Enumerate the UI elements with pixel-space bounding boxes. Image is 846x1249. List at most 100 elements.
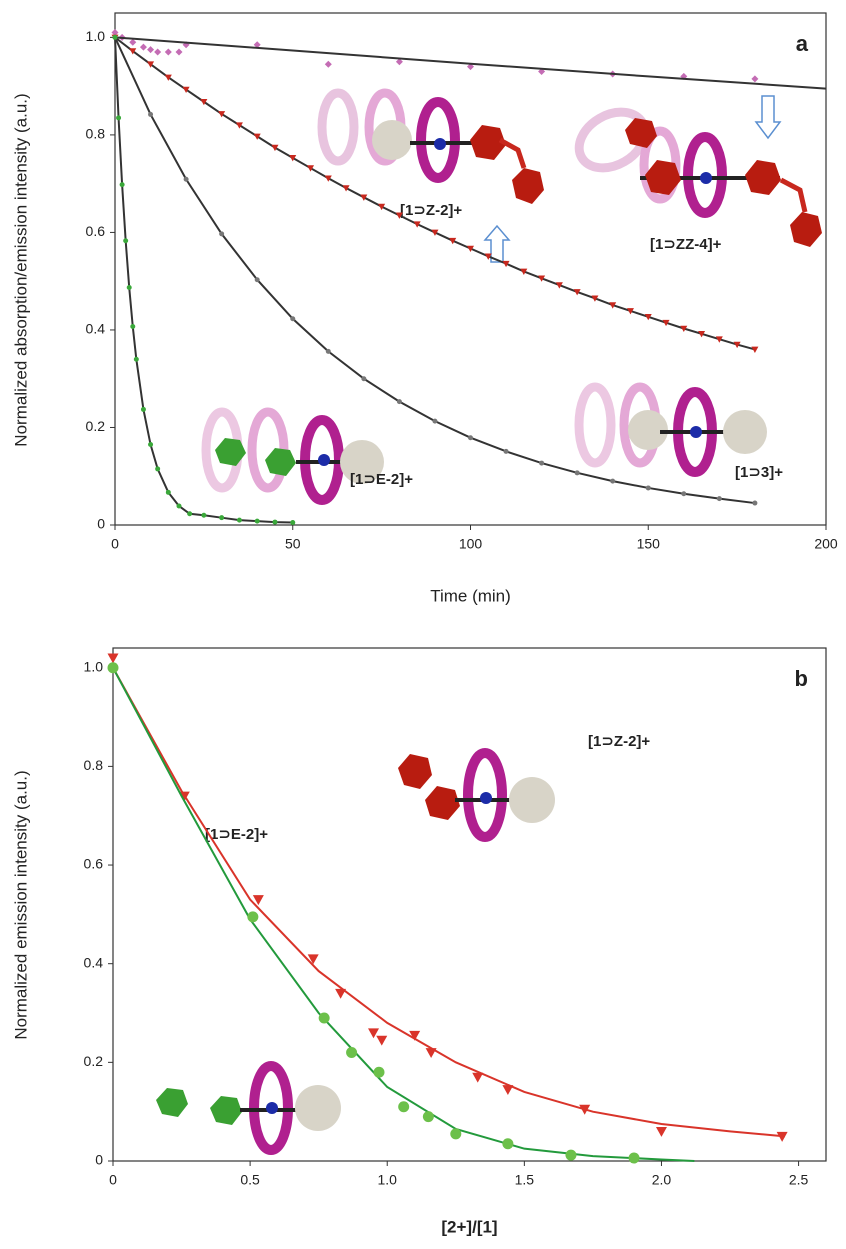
point: [148, 111, 154, 117]
y-tick-label: 1.0: [86, 28, 106, 44]
point: [154, 48, 162, 56]
point: [467, 63, 474, 71]
point: [271, 144, 279, 152]
point: [502, 1138, 514, 1150]
annotation: [1⊃3]+: [735, 464, 783, 481]
x-tick-label: 1.5: [515, 1172, 535, 1188]
annotation: [1⊃Z-2]+: [588, 733, 650, 750]
point: [484, 253, 492, 260]
point: [468, 435, 473, 441]
series-line: [114, 36, 756, 351]
panel-label: b: [795, 666, 808, 691]
x-tick-label: 1.0: [377, 1172, 397, 1188]
series-line: [112, 667, 695, 1162]
y-tick-label: 0.4: [86, 321, 106, 337]
point: [467, 245, 474, 253]
point: [219, 231, 225, 237]
point: [409, 1030, 421, 1041]
x-tick-label: 200: [814, 536, 838, 552]
y-axis-title: Normalized absorption/emission intensity…: [11, 93, 30, 446]
y-tick-label: 0: [97, 516, 105, 532]
point: [290, 316, 296, 322]
point: [413, 221, 421, 228]
annotation: [1⊃E-2]+: [205, 826, 268, 843]
point: [107, 653, 119, 664]
point: [373, 1066, 385, 1078]
point: [147, 61, 155, 68]
annotation: [1⊃E-2]+: [350, 471, 413, 488]
point: [112, 34, 118, 40]
point: [573, 289, 581, 296]
y-tick-label: 0.2: [86, 418, 106, 434]
point: [183, 176, 189, 182]
point: [318, 1012, 330, 1024]
point: [396, 399, 402, 405]
point: [175, 48, 183, 56]
point: [539, 460, 545, 466]
point: [164, 74, 172, 81]
x-tick-label: 0: [109, 1172, 117, 1188]
y-tick-label: 0.8: [86, 126, 106, 142]
point: [140, 406, 146, 412]
point: [119, 182, 125, 188]
y-tick-label: 0.8: [84, 757, 104, 773]
point: [307, 954, 319, 965]
series-line: [114, 36, 827, 90]
point: [472, 1072, 484, 1083]
point: [751, 346, 759, 353]
panel-label: a: [796, 31, 809, 56]
y-tick-label: 0.6: [84, 856, 104, 872]
point: [591, 295, 599, 302]
point: [716, 496, 722, 502]
x-tick-label: 2.0: [652, 1172, 672, 1188]
point: [644, 313, 652, 321]
point: [126, 285, 132, 291]
point: [200, 98, 208, 106]
point: [182, 86, 190, 94]
y-tick-label: 0: [95, 1152, 103, 1168]
x-tick-label: 0.5: [240, 1172, 260, 1188]
point: [290, 520, 296, 526]
point: [325, 348, 331, 354]
point: [565, 1149, 577, 1161]
point: [449, 237, 457, 245]
point: [503, 448, 509, 454]
point: [176, 503, 182, 509]
point: [116, 115, 122, 121]
y-tick-label: 0.2: [84, 1053, 104, 1069]
point: [502, 260, 510, 268]
point: [432, 418, 438, 424]
point: [129, 48, 137, 55]
point: [645, 485, 651, 491]
point: [626, 308, 634, 315]
point: [628, 1152, 640, 1164]
point: [361, 376, 367, 382]
point: [272, 519, 278, 525]
annotation: [1⊃ZZ-4]+: [650, 236, 722, 253]
point: [147, 46, 155, 54]
point: [155, 466, 161, 472]
point: [751, 75, 759, 83]
point: [610, 478, 616, 484]
point: [398, 1101, 410, 1113]
point: [538, 275, 546, 282]
point: [139, 43, 147, 51]
point: [111, 29, 119, 37]
y-tick-label: 0.6: [86, 223, 106, 239]
point: [662, 319, 670, 327]
point: [129, 38, 137, 46]
point: [574, 470, 580, 476]
point: [609, 302, 617, 309]
point: [422, 1111, 434, 1123]
point: [425, 1048, 437, 1058]
x-tick-label: 0: [111, 536, 119, 552]
point: [752, 500, 758, 506]
point: [148, 442, 154, 448]
x-tick-label: 50: [285, 536, 301, 552]
point: [219, 515, 225, 521]
point: [360, 194, 368, 201]
point: [254, 518, 260, 524]
point: [252, 895, 264, 906]
